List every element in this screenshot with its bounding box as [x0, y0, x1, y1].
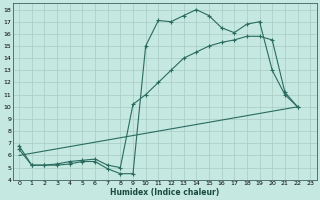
X-axis label: Humidex (Indice chaleur): Humidex (Indice chaleur) — [110, 188, 219, 197]
